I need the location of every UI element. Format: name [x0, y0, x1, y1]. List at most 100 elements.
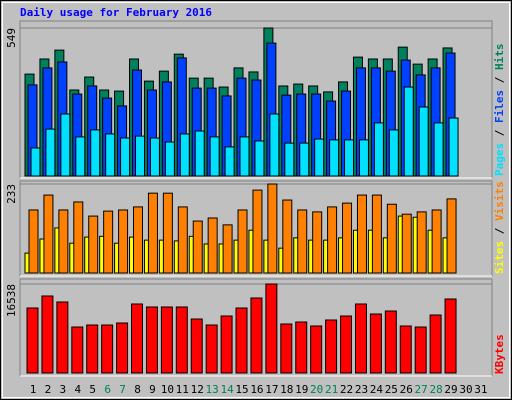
bar — [250, 297, 263, 374]
bar — [295, 321, 308, 374]
bar — [162, 192, 173, 274]
x-tick-label: 5 — [89, 383, 96, 396]
bar — [209, 136, 220, 177]
bar — [235, 307, 248, 374]
bar — [325, 319, 338, 374]
bar — [177, 206, 188, 274]
bar — [135, 135, 146, 177]
x-tick-label: 4 — [74, 383, 81, 396]
chart-title: Daily usage for February 2016 — [20, 6, 212, 19]
bar — [26, 307, 39, 374]
bar — [388, 129, 399, 177]
bar — [147, 192, 158, 274]
bar — [297, 209, 308, 274]
x-tick-label: 3 — [60, 383, 67, 396]
x-tick-label: 25 — [385, 383, 398, 396]
x-tick-label: 7 — [119, 383, 126, 396]
bar — [314, 138, 325, 177]
bar — [358, 139, 369, 177]
bar — [342, 202, 353, 274]
bar — [265, 283, 278, 374]
bar — [45, 128, 56, 177]
legend-entry: Pages — [493, 143, 506, 176]
legend-entry: Hits — [493, 44, 506, 71]
x-tick-label: 16 — [250, 383, 263, 396]
x-tick-label: 17 — [265, 383, 278, 396]
bar — [164, 141, 175, 177]
bar — [60, 113, 71, 177]
bar — [237, 209, 248, 274]
bar — [267, 183, 278, 274]
bar — [239, 136, 250, 177]
bar — [340, 315, 353, 374]
bar — [133, 206, 144, 274]
bar — [327, 206, 338, 274]
x-tick-label: 12 — [191, 383, 204, 396]
legend-entry: KBytes — [493, 334, 506, 374]
bar — [179, 133, 190, 177]
x-tick-label: 21 — [325, 383, 338, 396]
bar — [28, 209, 39, 274]
legend-separator: / — [493, 123, 506, 143]
bar — [399, 325, 412, 374]
bar — [414, 326, 427, 374]
bar — [175, 306, 188, 374]
bar — [190, 318, 203, 374]
bar — [429, 314, 442, 374]
x-tick-label: 18 — [280, 383, 293, 396]
x-tick-label: 13 — [206, 383, 219, 396]
bar — [371, 194, 382, 274]
bar — [329, 139, 340, 177]
x-tick-label: 26 — [400, 383, 413, 396]
bar — [41, 295, 54, 374]
bar — [431, 209, 442, 274]
bar — [418, 106, 429, 177]
bar — [71, 326, 84, 374]
bar — [145, 306, 158, 374]
bar — [220, 315, 233, 374]
bar — [131, 303, 144, 374]
legend-entry: Visits — [493, 181, 506, 221]
bar — [205, 324, 218, 374]
x-tick-label: 27 — [415, 383, 428, 396]
x-tick-label: 19 — [295, 383, 308, 396]
bar — [73, 201, 84, 274]
bar — [312, 211, 323, 274]
bar — [118, 209, 129, 274]
bar — [90, 129, 101, 177]
legend-separator: / — [493, 70, 506, 90]
bar — [386, 203, 397, 274]
bar — [384, 310, 397, 374]
x-tick-label: 20 — [310, 383, 323, 396]
legend: Pages / Files / Hits — [493, 44, 506, 177]
x-tick-label: 23 — [355, 383, 368, 396]
bar — [416, 211, 427, 274]
bar — [224, 146, 235, 177]
bar — [43, 194, 54, 274]
legend: KBytes — [493, 334, 506, 374]
bar — [56, 301, 69, 374]
x-tick-label: 28 — [429, 383, 442, 396]
legend-separator: / — [493, 221, 506, 241]
bar — [86, 324, 99, 374]
bar — [280, 323, 293, 374]
bar — [105, 133, 116, 177]
bar — [299, 142, 310, 177]
x-tick-label: 1 — [30, 383, 37, 396]
bar — [160, 306, 173, 374]
bar — [103, 210, 114, 274]
x-tick-label: 11 — [176, 383, 189, 396]
bar — [75, 136, 86, 177]
bar — [344, 139, 355, 177]
bar — [369, 313, 382, 374]
x-tick-label: 24 — [370, 383, 384, 396]
bar — [282, 199, 293, 274]
x-tick-label: 2 — [45, 383, 52, 396]
bar — [101, 324, 114, 374]
bar — [30, 147, 41, 177]
bar — [444, 298, 457, 374]
y-tick-label: 549 — [5, 28, 18, 48]
x-tick-label: 9 — [149, 383, 156, 396]
